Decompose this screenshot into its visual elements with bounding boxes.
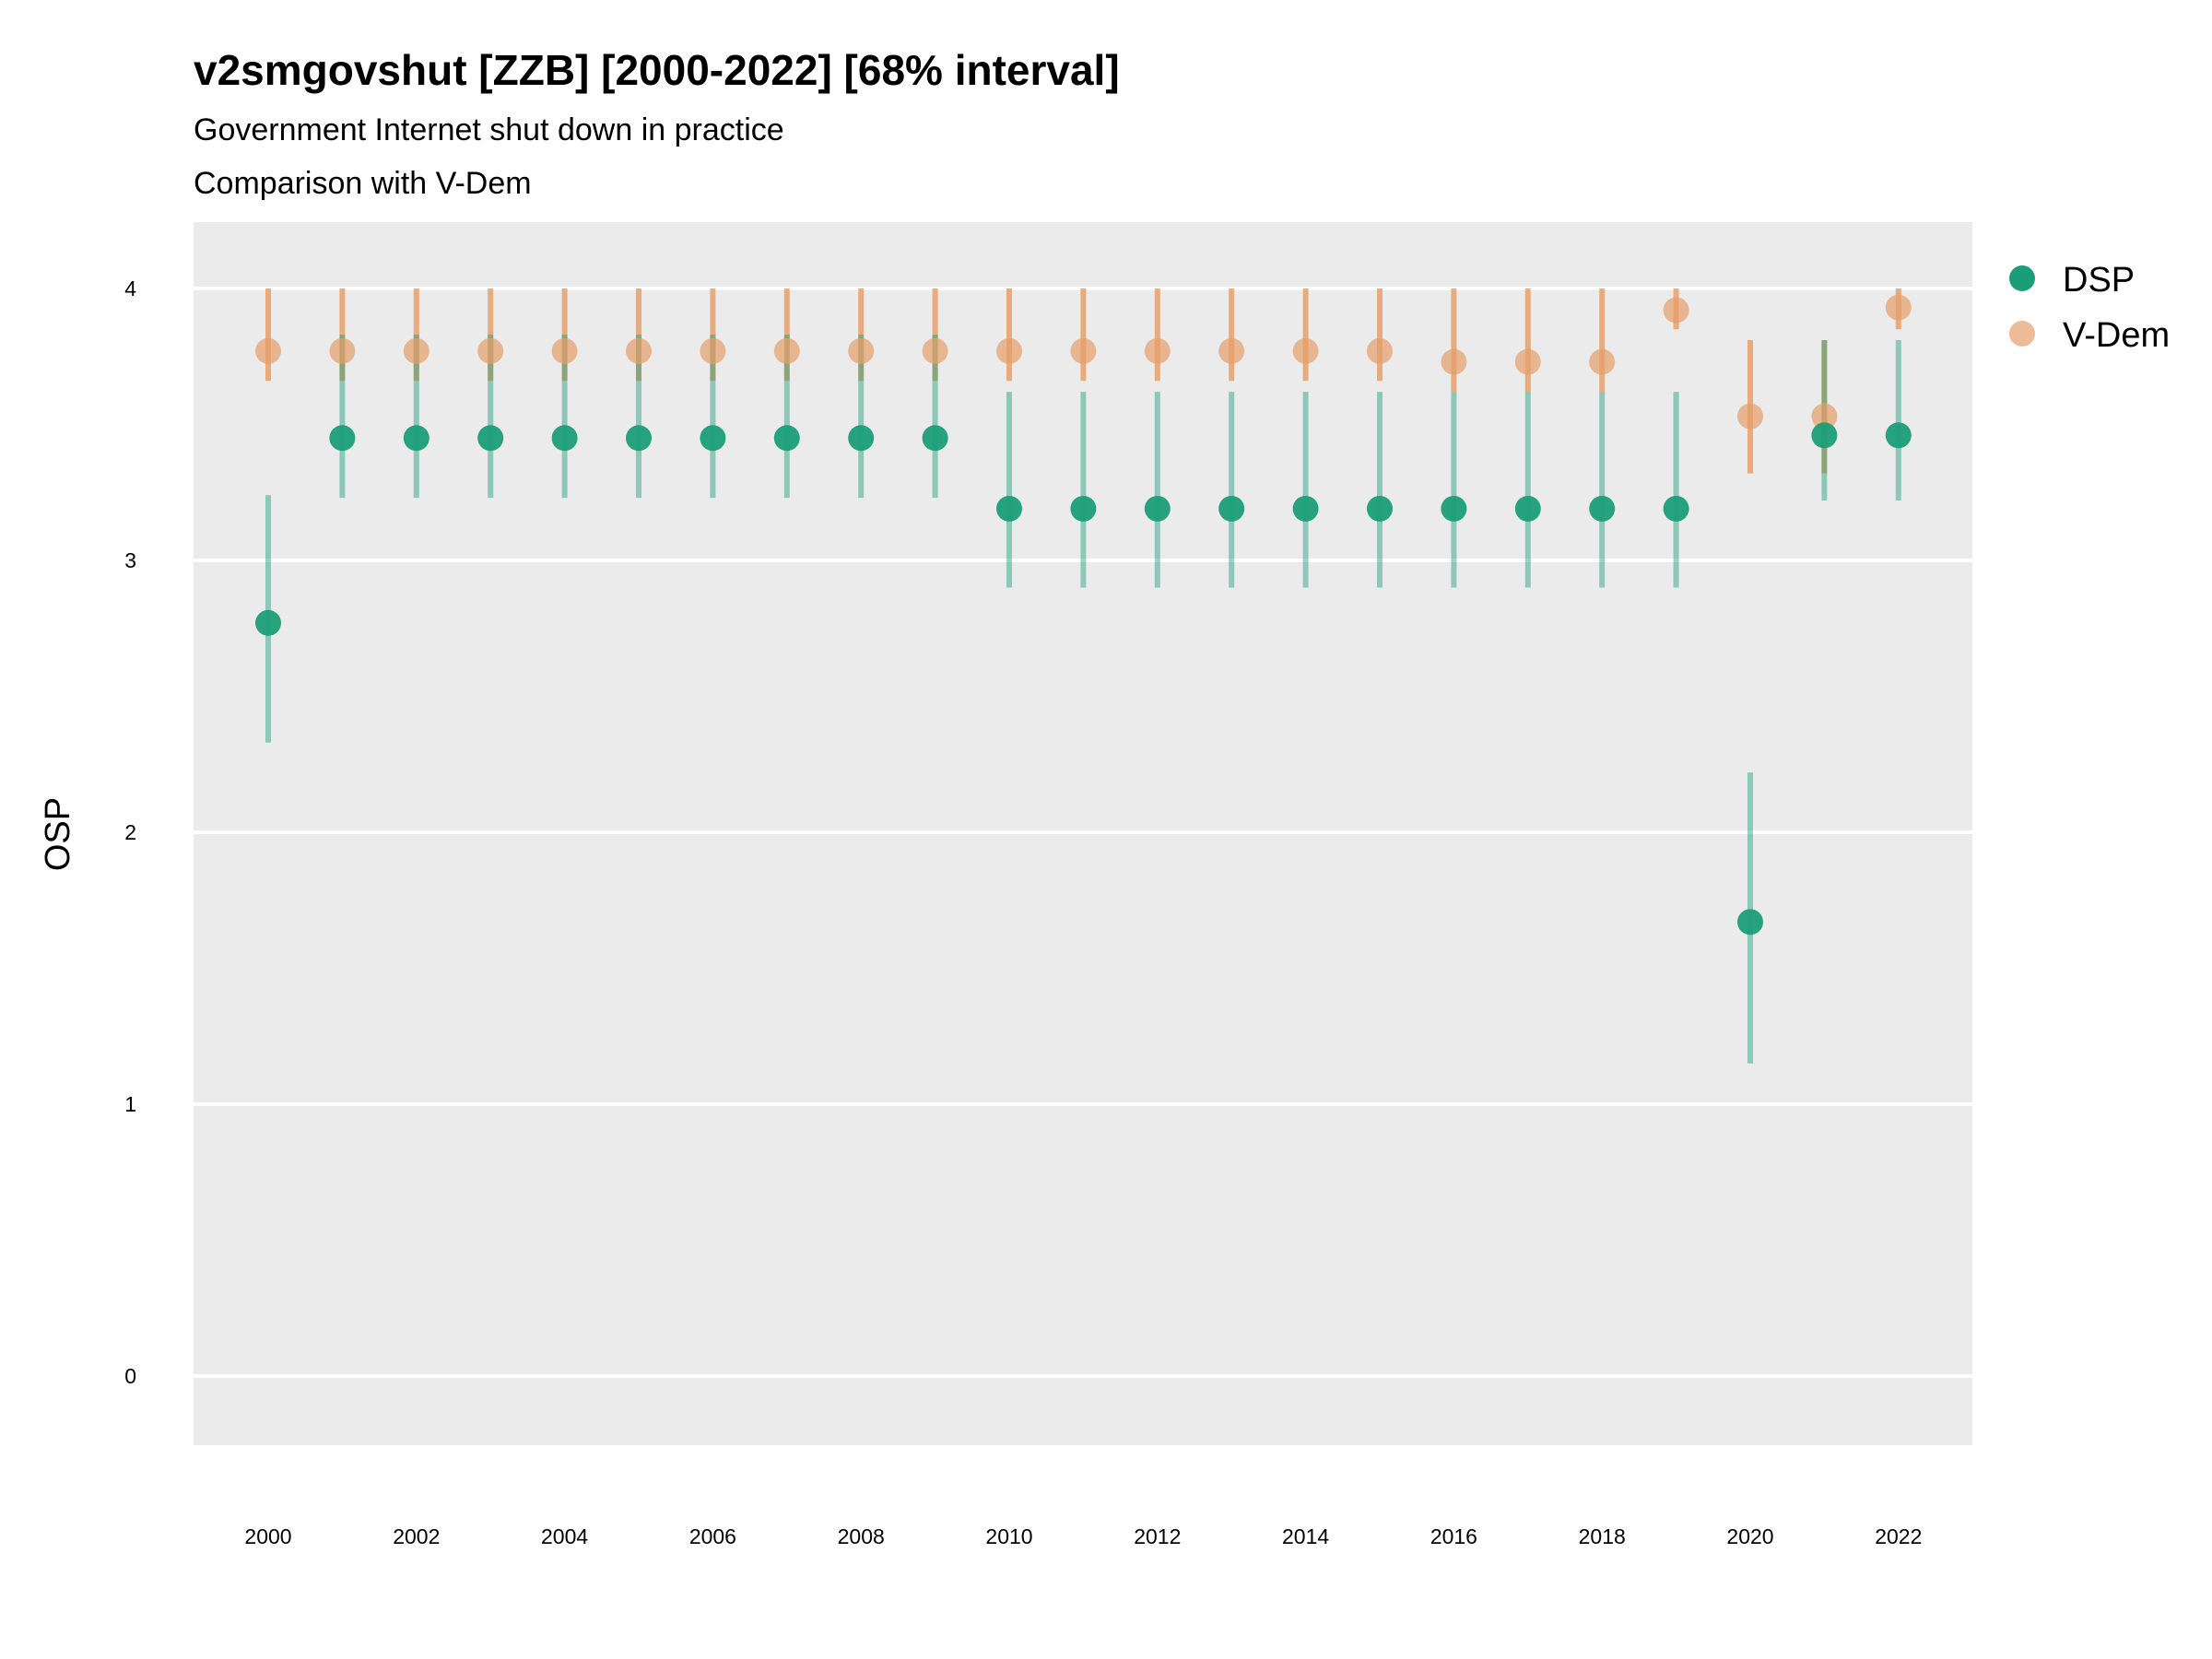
- point-vdem: [255, 337, 281, 364]
- point-dsp: [773, 425, 800, 452]
- point-vdem: [477, 337, 504, 364]
- point-dsp: [1737, 909, 1763, 935]
- point-vdem: [1144, 337, 1171, 364]
- point-vdem: [626, 337, 652, 364]
- point-vdem: [551, 337, 578, 364]
- point-dsp: [996, 495, 1022, 522]
- point-vdem: [1589, 348, 1616, 375]
- point-dsp: [1885, 422, 1912, 449]
- point-vdem: [329, 337, 356, 364]
- point-vdem: [922, 337, 948, 364]
- x-tick-label: 2010: [985, 1524, 1032, 1548]
- x-tick-label: 2018: [1579, 1524, 1626, 1548]
- point-dsp: [1144, 495, 1171, 522]
- point-dsp: [1663, 495, 1689, 522]
- point-dsp: [626, 425, 652, 452]
- point-dsp: [1367, 495, 1393, 522]
- x-tick-label: 2020: [1726, 1524, 1773, 1548]
- point-vdem: [773, 337, 800, 364]
- point-vdem: [1441, 348, 1467, 375]
- x-tick-label: 2002: [393, 1524, 440, 1548]
- point-dsp: [1070, 495, 1097, 522]
- chart-subtitle-line-2: Comparison with V-Dem: [194, 166, 532, 201]
- point-dsp: [1811, 422, 1838, 449]
- point-vdem: [1663, 297, 1689, 324]
- point-vdem: [1885, 294, 1912, 321]
- point-vdem: [700, 337, 726, 364]
- point-dsp: [551, 425, 578, 452]
- point-vdem: [1218, 337, 1245, 364]
- point-vdem: [1514, 348, 1541, 375]
- point-vdem: [1070, 337, 1097, 364]
- point-dsp: [922, 425, 948, 452]
- grid-layer: [194, 287, 1972, 1378]
- y-axis-label: OSP: [39, 797, 77, 871]
- chart-subtitle-line-1: Government Internet shut down in practic…: [194, 112, 784, 147]
- x-tick-label: 2000: [244, 1524, 291, 1548]
- points: [255, 294, 1912, 935]
- point-dsp: [1218, 495, 1245, 522]
- x-tick-label: 2004: [541, 1524, 588, 1548]
- y-tick-label: 2: [124, 820, 136, 844]
- point-vdem: [1292, 337, 1319, 364]
- point-dsp: [700, 425, 726, 452]
- point-vdem: [996, 337, 1022, 364]
- legend: DSP V-Dem: [2009, 261, 2170, 355]
- point-dsp: [329, 425, 356, 452]
- point-vdem: [403, 337, 429, 364]
- point-vdem: [1811, 403, 1838, 429]
- point-dsp: [1589, 495, 1616, 522]
- x-tick-label: 2012: [1134, 1524, 1181, 1548]
- chart-title: v2smgovshut [ZZB] [2000-2022] [68% inter…: [194, 46, 1120, 94]
- point-dsp: [1441, 495, 1467, 522]
- point-dsp: [477, 425, 504, 452]
- point-vdem: [1367, 337, 1393, 364]
- x-tick-label: 2016: [1430, 1524, 1477, 1548]
- point-vdem: [848, 337, 875, 364]
- x-tick-label: 2008: [838, 1524, 885, 1548]
- y-tick-label: 3: [124, 548, 136, 572]
- point-dsp: [1292, 495, 1319, 522]
- y-tick-labels: 0 1 2 3 4: [124, 276, 136, 1388]
- point-dsp: [1514, 495, 1541, 522]
- y-tick-label: 0: [124, 1364, 136, 1388]
- legend-label-vdem: V-Dem: [2063, 316, 2170, 355]
- x-tick-label: 2006: [689, 1524, 736, 1548]
- y-tick-label: 1: [124, 1092, 136, 1116]
- x-tick-label: 2022: [1875, 1524, 1922, 1548]
- x-tick-labels: 2000 2002 2004 2006 2008 2010 2012 2014 2016 2018…: [244, 1524, 1922, 1548]
- legend-key-vdem: [2009, 321, 2035, 347]
- point-dsp: [403, 425, 429, 452]
- point-dsp: [255, 609, 281, 636]
- y-tick-label: 4: [124, 276, 136, 300]
- point-dsp: [848, 425, 875, 452]
- point-vdem: [1737, 403, 1763, 429]
- legend-key-dsp: [2009, 265, 2035, 291]
- legend-label-dsp: DSP: [2063, 261, 2135, 300]
- x-tick-label: 2014: [1282, 1524, 1329, 1548]
